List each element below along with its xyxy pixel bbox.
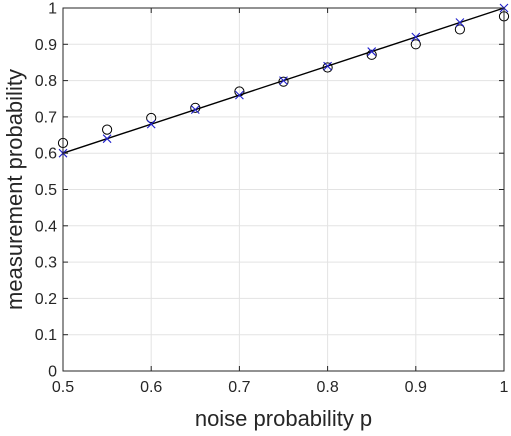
x-point: [235, 90, 244, 100]
circle-point: [366, 49, 377, 60]
plot-series: [57, 3, 510, 158]
circle-point: [410, 39, 421, 50]
x-axis-ticks: 0.5 0.6 0.7 0.8 0.9 1: [52, 8, 509, 396]
x-point: [102, 134, 112, 144]
y-tick-label: 0.6: [35, 146, 57, 163]
x-point: [279, 76, 288, 85]
circle-point: [454, 24, 465, 35]
y-tick-label: 0.8: [35, 73, 57, 90]
x-point: [455, 18, 465, 27]
y-tick-label: 0.5: [35, 182, 57, 199]
y-tick-label: 0.2: [35, 291, 57, 308]
circle-point: [146, 112, 157, 124]
y-tick-label: 0.4: [35, 218, 57, 235]
x-point: [190, 105, 200, 115]
circle-point: [102, 124, 113, 135]
circle-point: [234, 86, 245, 97]
y-tick-label: 0: [48, 364, 57, 381]
y-tick-label: 0.1: [35, 327, 57, 344]
x-tick-label: 1: [500, 379, 509, 396]
y-tick-label: 0.3: [35, 255, 57, 272]
y-axis-label: measurement probability: [2, 69, 27, 310]
y-axis-ticks: 0 0.1 0.2 0.3 0.4 0.5 0.6 0.7 0.8 0.9 1: [35, 1, 504, 381]
y-tick-label: 1: [48, 1, 57, 18]
x-point: [411, 32, 421, 42]
x-point: [323, 61, 332, 71]
x-tick-label: 0.5: [52, 379, 74, 396]
x-tick-label: 0.9: [405, 379, 427, 396]
grid-lines: [62, 7, 505, 372]
x-tick-label: 0.7: [228, 379, 250, 396]
x-point: [367, 47, 377, 56]
y-tick-label: 0.7: [35, 109, 57, 126]
x-axis-label: noise probability p: [195, 406, 372, 431]
circle-point: [322, 62, 333, 73]
series-x: [58, 3, 509, 158]
circle-point: [278, 76, 289, 87]
circle-point: [190, 102, 201, 113]
y-tick-label: 0.9: [35, 37, 57, 54]
x-tick-label: 0.8: [316, 379, 338, 396]
x-tick-label: 0.6: [140, 379, 162, 396]
series-circle: [57, 11, 510, 149]
x-point: [146, 119, 156, 129]
